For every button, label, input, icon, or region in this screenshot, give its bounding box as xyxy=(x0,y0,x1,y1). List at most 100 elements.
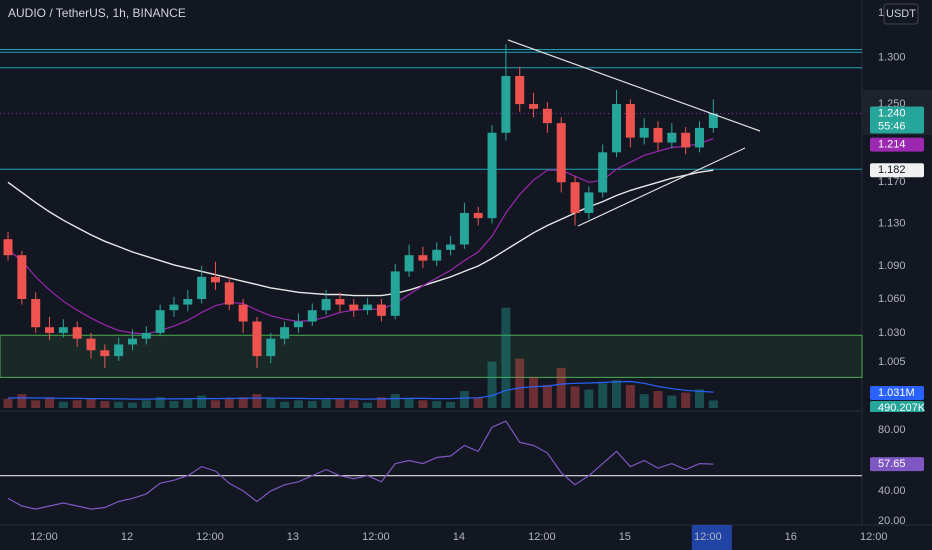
volume-bar xyxy=(459,391,469,408)
volume-bar xyxy=(3,398,13,408)
volume-bar xyxy=(127,402,137,408)
candle-body xyxy=(349,304,359,311)
volume-bar xyxy=(625,384,635,408)
volume-bar xyxy=(708,400,718,408)
volume-bar xyxy=(183,398,193,408)
volume-bar xyxy=(584,389,594,408)
candle-body xyxy=(224,282,234,305)
candle-body xyxy=(114,344,124,357)
x-tick-label: 14 xyxy=(453,531,465,543)
current-time-box xyxy=(691,525,732,550)
candle-body xyxy=(293,321,303,328)
volume-bar xyxy=(529,377,539,408)
volume-bar xyxy=(86,398,96,408)
volume-bar xyxy=(45,397,55,408)
candle-body xyxy=(542,108,552,124)
candle-body xyxy=(183,298,193,305)
candle-body xyxy=(45,327,55,333)
ma-fast-label: 1.214 xyxy=(878,139,906,151)
candle-body xyxy=(598,152,608,193)
volume-bar xyxy=(639,394,649,408)
x-tick-label: 16 xyxy=(785,531,797,543)
volume-bar xyxy=(418,400,428,408)
x-tick-label: 12:00 xyxy=(694,531,722,543)
volume-bar xyxy=(695,389,704,408)
volume-bar xyxy=(238,397,248,408)
candle-body xyxy=(58,327,68,333)
volume-bar xyxy=(349,400,359,408)
x-tick-label: 15 xyxy=(619,531,631,543)
x-tick-label: 12:00 xyxy=(196,531,224,543)
trendline xyxy=(577,147,746,227)
candle-body xyxy=(625,104,635,138)
candle-body xyxy=(238,304,248,322)
volume-bar xyxy=(681,392,691,408)
pane-cover xyxy=(863,412,932,416)
x-tick-label: 12:00 xyxy=(528,531,556,543)
volume-bar xyxy=(667,395,677,408)
volume-bar xyxy=(542,384,552,408)
candle-body xyxy=(404,255,414,272)
y-tick-label: 1.090 xyxy=(878,260,906,272)
candle-body xyxy=(570,182,580,213)
volume-bar xyxy=(612,380,622,408)
volume-bar xyxy=(155,397,165,408)
candle-body xyxy=(459,212,469,245)
volume-bar xyxy=(210,400,220,408)
candle-body xyxy=(432,249,442,261)
volume-bar xyxy=(363,402,373,408)
volume-bar xyxy=(17,394,27,408)
last-price-label-box xyxy=(870,106,924,134)
ma-slow-label: 1.182 xyxy=(878,164,906,176)
volume-bar xyxy=(598,383,608,408)
candle-body xyxy=(280,327,290,339)
candle-body xyxy=(335,298,345,305)
candle-body xyxy=(252,321,262,357)
volume-ma-label: 1.031M xyxy=(878,387,915,399)
volume-ma-label-box xyxy=(870,386,924,400)
y-tick-label: 1.030 xyxy=(878,327,906,339)
x-tick-label: 12:00 xyxy=(860,531,888,543)
volume-bar xyxy=(321,399,331,408)
last-price-label: 1.240 xyxy=(878,107,906,119)
volume-bar xyxy=(197,395,207,408)
candle-body xyxy=(653,127,663,143)
y-tick-label: 1.130 xyxy=(878,217,906,229)
chart-title: AUDIO / TetherUS, 1h, BINANCE xyxy=(8,6,186,20)
candle-body xyxy=(31,298,41,328)
zone xyxy=(0,334,863,378)
volume-bar xyxy=(266,398,276,408)
volume-label-box xyxy=(870,401,924,415)
volume-bar xyxy=(293,400,303,408)
candle-body xyxy=(487,132,497,219)
candle-body xyxy=(127,338,137,345)
currency-label: USDT xyxy=(886,8,916,20)
candle-body xyxy=(169,304,179,311)
candle-body xyxy=(3,239,13,256)
volume-bar xyxy=(487,361,497,408)
volume-bar xyxy=(404,398,414,408)
x-tick-label: 13 xyxy=(287,531,299,543)
volume-bar xyxy=(432,401,442,408)
candle-body xyxy=(529,104,539,109)
volume-bar xyxy=(31,400,41,408)
rsi-tick-label: 20.00 xyxy=(878,515,906,527)
volume-bar xyxy=(556,367,566,408)
candle-body xyxy=(197,276,207,299)
candle-body xyxy=(556,123,566,183)
candle-body xyxy=(515,76,525,105)
volume-bar xyxy=(501,307,511,408)
ma-slow-line xyxy=(7,169,714,297)
ma-fast-label-box xyxy=(870,137,924,152)
candle-body xyxy=(473,212,483,219)
y-tick-label: 1.005 xyxy=(878,356,906,368)
volume-ma-line xyxy=(7,380,714,400)
ma-slow-label-box xyxy=(870,163,924,178)
volume-bar xyxy=(58,401,68,408)
volume-bar xyxy=(390,394,400,408)
volume-bar xyxy=(280,401,290,408)
layers xyxy=(0,44,863,510)
volume-bar xyxy=(72,400,82,408)
